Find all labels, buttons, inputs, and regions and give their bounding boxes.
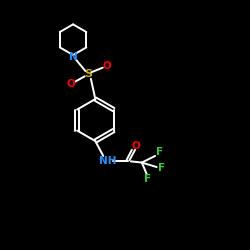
Text: S: S xyxy=(84,69,92,79)
Text: O: O xyxy=(102,61,111,71)
Text: N: N xyxy=(69,52,78,62)
Text: O: O xyxy=(66,79,75,89)
Text: F: F xyxy=(158,162,165,172)
Text: F: F xyxy=(144,174,152,184)
Text: F: F xyxy=(156,147,163,157)
Text: O: O xyxy=(132,141,141,151)
Text: NH: NH xyxy=(99,156,116,166)
